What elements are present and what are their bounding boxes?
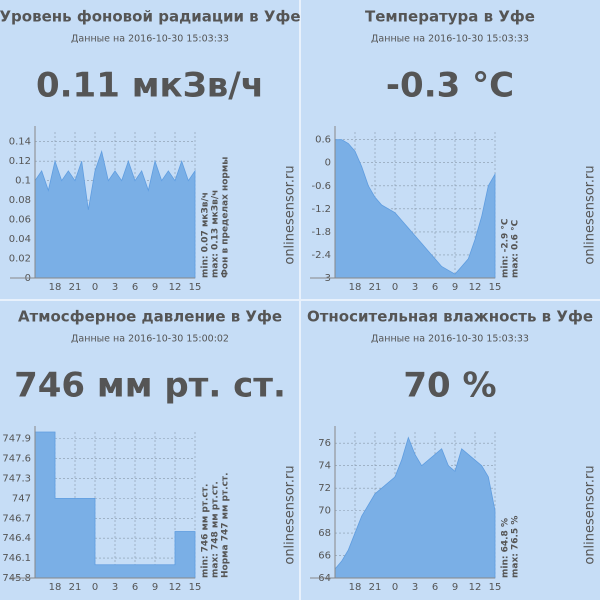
y-tick-label: -0.6 [311, 181, 331, 192]
y-tick-label: 747.3 [2, 473, 31, 484]
y-tick-label: 66 [318, 551, 331, 562]
y-tick-label: 747.6 [2, 454, 31, 465]
x-tick-label: 0 [392, 582, 398, 593]
x-tick-label: 18 [49, 282, 62, 293]
note: min: 64.8 % [501, 518, 511, 578]
y-tick-label: 72 [318, 483, 331, 494]
x-tick-label: 6 [132, 282, 138, 293]
y-tick-label: -1.8 [311, 227, 331, 238]
x-tick-label: 9 [152, 282, 158, 293]
x-tick-label: 9 [152, 582, 158, 593]
x-tick-label: 18 [349, 282, 362, 293]
x-tick-label: 9 [452, 282, 458, 293]
y-tick-label: 0.08 [9, 195, 31, 206]
y-tick-label: 746.4 [2, 533, 31, 544]
y-tick-label: 70 [318, 506, 331, 517]
x-tick-label: 3 [112, 282, 118, 293]
y-tick-label: -2.4 [311, 250, 331, 261]
x-tick-label: 0 [92, 582, 98, 593]
x-tick-label: 18 [49, 582, 62, 593]
headline: 0.11 мкЗв/ч [36, 66, 264, 106]
x-tick-label: 0 [392, 282, 398, 293]
x-tick-label: 12 [169, 282, 182, 293]
subtitle: Данные на 2016-10-30 15:03:33 [71, 34, 229, 45]
y-tick-label: 747 [12, 493, 31, 504]
y-tick-label: 0.6 [315, 135, 331, 146]
x-tick-label: 15 [489, 282, 502, 293]
y-tick-label: 0.04 [9, 234, 31, 245]
y-tick-label: 747.9 [2, 434, 31, 445]
x-tick-label: 3 [412, 282, 418, 293]
note: min: -2.9 °C [501, 218, 511, 278]
y-tick-label: 0.12 [9, 156, 31, 167]
x-tick-label: 21 [369, 582, 382, 593]
watermark: onlinesensor.ru [283, 165, 298, 264]
area [334, 436, 496, 579]
note: max: 76.5 % [511, 516, 521, 578]
subtitle: Данные на 2016-10-30 15:00:02 [71, 334, 229, 345]
watermark: onlinesensor.ru [583, 465, 598, 564]
y-tick-label: 746.1 [2, 553, 31, 564]
chart-title: Относительная влажность в Уфе [307, 308, 593, 326]
x-tick-label: 6 [432, 582, 438, 593]
headline: 70 % [403, 366, 496, 406]
x-tick-label: 18 [349, 582, 362, 593]
note: min: 746 мм рт.ст. [201, 484, 211, 578]
x-tick-label: 12 [469, 582, 482, 593]
subtitle: Данные на 2016-10-30 15:03:33 [371, 334, 529, 345]
x-tick-label: 12 [169, 582, 182, 593]
x-tick-label: 15 [189, 282, 202, 293]
note: max: 748 мм рт.ст. [211, 481, 221, 578]
y-tick-label: 0.14 [9, 137, 31, 148]
x-tick-label: 6 [432, 282, 438, 293]
x-tick-label: 3 [412, 582, 418, 593]
x-tick-label: 9 [452, 582, 458, 593]
x-tick-label: 3 [112, 582, 118, 593]
subtitle: Данные на 2016-10-30 15:03:33 [371, 34, 529, 45]
y-tick-label: 68 [318, 528, 331, 539]
y-tick-label: 0 [325, 158, 331, 169]
headline: 746 мм рт. ст. [14, 366, 286, 406]
area [334, 139, 496, 279]
x-tick-label: 21 [369, 282, 382, 293]
x-tick-label: 15 [189, 582, 202, 593]
y-tick-label: 0.02 [9, 254, 31, 265]
note: Норма 747 мм рт.ст. [221, 472, 231, 578]
chart-title: Уровень фоновой радиации в Уфе [0, 8, 301, 26]
y-tick-label: 0.06 [9, 215, 31, 226]
headline: -0.3 °C [386, 66, 514, 106]
x-tick-label: 12 [469, 282, 482, 293]
note: max: 0.6 °C [511, 219, 521, 278]
y-tick-label: 746.7 [2, 513, 31, 524]
x-tick-label: 6 [132, 582, 138, 593]
watermark: onlinesensor.ru [283, 465, 298, 564]
x-tick-label: 21 [69, 582, 82, 593]
y-tick-label: -1.2 [311, 204, 331, 215]
chart-title: Атмосферное давление в Уфе [18, 308, 282, 326]
chart-title: Температура в Уфе [365, 8, 535, 26]
y-tick-label: 74 [318, 461, 331, 472]
area [34, 150, 196, 279]
note: Фон в пределах нормы [221, 157, 231, 278]
watermark: onlinesensor.ru [583, 165, 598, 264]
area [34, 431, 196, 579]
x-tick-label: 15 [489, 582, 502, 593]
y-tick-label: 76 [318, 438, 331, 449]
note: max: 0.13 мкЗв/ч [211, 190, 221, 278]
x-tick-label: 0 [92, 282, 98, 293]
x-tick-label: 21 [69, 282, 82, 293]
y-tick-label: 0.1 [15, 176, 31, 187]
note: min: 0.07 мкЗв/ч [201, 192, 211, 278]
